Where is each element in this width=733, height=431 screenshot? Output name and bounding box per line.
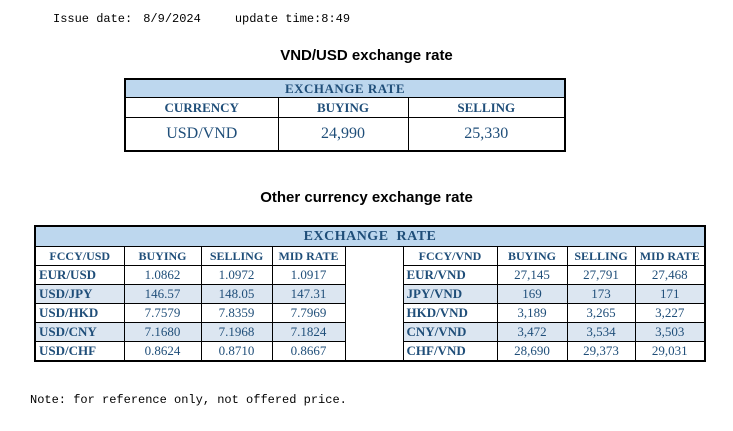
update-time-value: 8:49 <box>321 12 351 26</box>
selling-cell: 0.8710 <box>200 341 273 362</box>
pair-cell: USD/JPY <box>34 284 125 304</box>
table-header-row: CURRENCY BUYING SELLING <box>124 97 566 118</box>
mid-rate-column-header: MID RATE <box>634 246 706 266</box>
buying-column-header: BUYING <box>123 246 202 266</box>
fccy-vnd-column-header: FCCY/VND <box>402 246 498 266</box>
mid-rate-cell: 1.0917 <box>271 265 346 285</box>
table-row: USD/CNY 7.1680 7.1968 7.1824 CNY/VND 3,4… <box>34 322 706 342</box>
selling-cell: 3,265 <box>566 303 636 323</box>
pair-cell: USD/CNY <box>34 322 125 342</box>
mid-rate-cell: 7.1824 <box>271 322 346 342</box>
pair-cell: JPY/VND <box>402 284 498 304</box>
other-table-title: Other currency exchange rate <box>260 189 473 206</box>
reference-note: Note: for reference only, not offered pr… <box>30 393 347 407</box>
mid-rate-cell: 29,031 <box>634 341 706 362</box>
buying-column-header: BUYING <box>277 97 409 118</box>
issue-date-value: 8/9/2024 <box>143 12 201 26</box>
buying-cell: 27,145 <box>496 265 568 285</box>
table-gap-spacer <box>344 246 404 362</box>
selling-cell: 7.8359 <box>200 303 273 323</box>
mid-rate-cell: 3,227 <box>634 303 706 323</box>
buying-cell: 169 <box>496 284 568 304</box>
buying-cell: 28,690 <box>496 341 568 362</box>
pair-cell: EUR/USD <box>34 265 125 285</box>
selling-cell: 27,791 <box>566 265 636 285</box>
buying-cell: 3,189 <box>496 303 568 323</box>
table-row: USD/VND 24,990 25,330 <box>124 117 566 152</box>
exchange-rate-band: EXCHANGE RATE <box>34 225 706 247</box>
mid-rate-cell: 27,468 <box>634 265 706 285</box>
table-band-row: EXCHANGE RATE <box>34 225 706 247</box>
other-currency-rate-table: EXCHANGE RATE FCCY/USD BUYING SELLING MI… <box>34 225 707 362</box>
buying-cell: 146.57 <box>123 284 202 304</box>
currency-column-header: CURRENCY <box>124 97 279 118</box>
usd-vnd-rate-table: EXCHANGE RATE CURRENCY BUYING SELLING US… <box>124 78 567 152</box>
issue-date-label: Issue date: <box>53 12 133 26</box>
selling-column-header: SELLING <box>200 246 273 266</box>
mid-rate-cell: 0.8667 <box>271 341 346 362</box>
table-header-row: FCCY/USD BUYING SELLING MID RATE FCCY/VN… <box>34 246 706 362</box>
mid-rate-cell: 147.31 <box>271 284 346 304</box>
selling-cell: 3,534 <box>566 322 636 342</box>
mid-rate-cell: 7.7969 <box>271 303 346 323</box>
mid-rate-column-header: MID RATE <box>271 246 346 266</box>
buying-cell: 7.1680 <box>123 322 202 342</box>
selling-cell: 1.0972 <box>200 265 273 285</box>
selling-cell: 7.1968 <box>200 322 273 342</box>
pair-cell: CHF/VND <box>402 341 498 362</box>
buying-cell: 1.0862 <box>123 265 202 285</box>
selling-cell: 29,373 <box>566 341 636 362</box>
selling-rate-cell: 25,330 <box>407 117 566 152</box>
exchange-rate-band: EXCHANGE RATE <box>124 78 566 98</box>
selling-cell: 148.05 <box>200 284 273 304</box>
buying-rate-cell: 24,990 <box>277 117 409 152</box>
table-band-row: EXCHANGE RATE <box>124 78 566 98</box>
table-row: EUR/USD 1.0862 1.0972 1.0917 EUR/VND 27,… <box>34 265 706 285</box>
table-row: USD/CHF 0.8624 0.8710 0.8667 CHF/VND 28,… <box>34 341 706 362</box>
pair-cell: CNY/VND <box>402 322 498 342</box>
buying-cell: 7.7579 <box>123 303 202 323</box>
mid-rate-cell: 3,503 <box>634 322 706 342</box>
selling-column-header: SELLING <box>566 246 636 266</box>
issue-update-line: Issue date: 8/9/2024 update time:8:49 <box>53 12 350 26</box>
buying-cell: 0.8624 <box>123 341 202 362</box>
buying-cell: 3,472 <box>496 322 568 342</box>
table-row: USD/HKD 7.7579 7.8359 7.7969 HKD/VND 3,1… <box>34 303 706 323</box>
buying-column-header: BUYING <box>496 246 568 266</box>
update-time-label: update time: <box>234 12 322 26</box>
pair-cell: USD/CHF <box>34 341 125 362</box>
pair-cell: HKD/VND <box>402 303 498 323</box>
mid-rate-cell: 171 <box>634 284 706 304</box>
table-row: USD/JPY 146.57 148.05 147.31 JPY/VND 169… <box>34 284 706 304</box>
currency-pair-cell: USD/VND <box>124 117 279 152</box>
selling-column-header: SELLING <box>407 97 566 118</box>
selling-cell: 173 <box>566 284 636 304</box>
pair-cell: EUR/VND <box>402 265 498 285</box>
usd-table-title: VND/USD exchange rate <box>280 47 453 64</box>
fccy-usd-column-header: FCCY/USD <box>34 246 125 266</box>
pair-cell: USD/HKD <box>34 303 125 323</box>
